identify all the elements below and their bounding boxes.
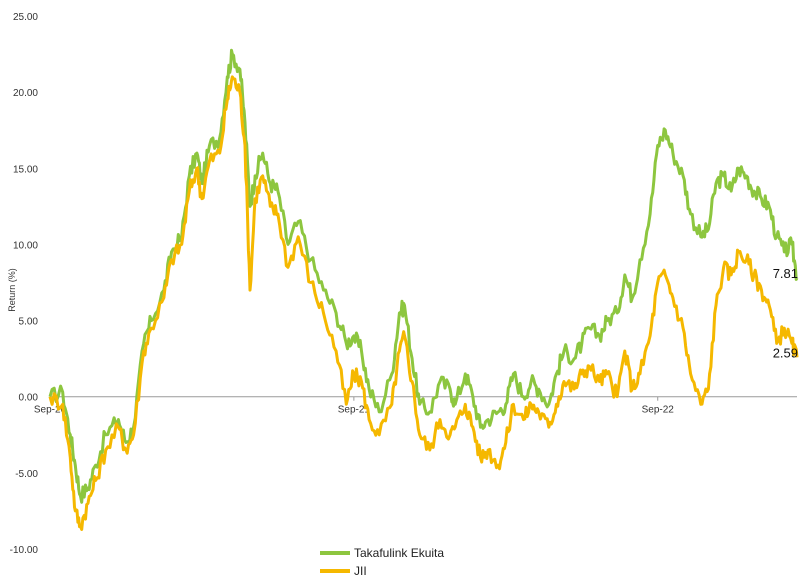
y-tick-label: 20.00 — [13, 88, 38, 99]
y-tick-label: 15.00 — [13, 164, 38, 175]
x-tick-label: Sep-20 — [34, 405, 67, 416]
series-end-label: 2.59 — [773, 345, 798, 360]
legend-label-takafulink: Takafulink Ekuita — [354, 546, 445, 560]
legend: Takafulink Ekuita JII — [320, 544, 520, 580]
y-tick-label: 25.00 — [13, 12, 38, 23]
y-tick-label: -5.00 — [15, 469, 38, 480]
x-tick-label: Sep-22 — [642, 405, 675, 416]
series-line-jii — [48, 75, 799, 531]
x-tick-label: Sep-21 — [338, 405, 371, 416]
legend-label-jii: JII — [354, 564, 367, 578]
legend-swatch-takafulink — [320, 551, 350, 555]
y-tick-label: -10.00 — [10, 545, 39, 556]
legend-swatch-jii — [320, 569, 350, 573]
y-tick-label: 0.00 — [19, 393, 39, 404]
legend-item-takafulink: Takafulink Ekuita — [320, 544, 520, 562]
y-tick-label: 5.00 — [19, 317, 39, 328]
series-end-label: 7.81 — [773, 266, 798, 281]
series-line-takafulink-ekuita — [48, 48, 799, 504]
y-axis-label: Return (%) — [7, 268, 17, 312]
y-tick-label: 10.00 — [13, 240, 38, 251]
legend-item-jii: JII — [320, 562, 520, 580]
